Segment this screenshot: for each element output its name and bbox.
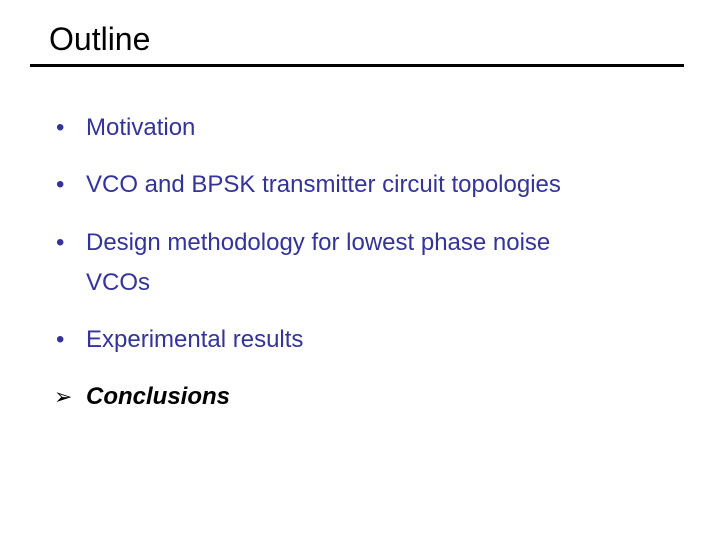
- item-text: Design methodology for lowest phase nois…: [86, 229, 551, 256]
- item-text: Conclusions: [86, 383, 231, 410]
- item-text: VCO and BPSK transmitter circuit topolog…: [86, 171, 561, 198]
- item-text-continuation: VCOs: [86, 269, 151, 296]
- slide-title: Outline: [49, 21, 151, 57]
- bullet-icon: •: [56, 229, 65, 256]
- bullet-icon: •: [56, 171, 65, 198]
- arrow-bullet-icon: ➢: [54, 384, 73, 409]
- bullet-icon: •: [56, 326, 65, 353]
- title-divider: [30, 64, 684, 67]
- item-text: Experimental results: [86, 326, 304, 353]
- bullet-icon: •: [56, 114, 65, 141]
- item-text: Motivation: [86, 114, 196, 141]
